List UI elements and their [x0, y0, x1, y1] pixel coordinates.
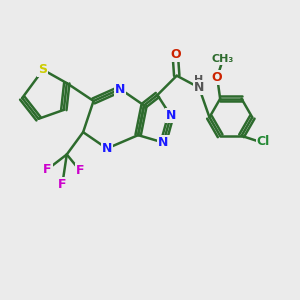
Text: F: F [43, 163, 52, 176]
Text: F: F [76, 164, 84, 177]
Text: F: F [58, 178, 67, 191]
Text: N: N [115, 82, 125, 96]
Text: N: N [102, 142, 112, 155]
Text: S: S [38, 63, 47, 76]
Text: N: N [166, 109, 176, 122]
Text: N: N [194, 81, 204, 94]
Text: N: N [158, 136, 169, 149]
Text: O: O [170, 48, 181, 62]
Text: H: H [194, 75, 204, 85]
Text: Cl: Cl [256, 135, 270, 148]
Text: O: O [212, 71, 223, 84]
Text: CH₃: CH₃ [212, 54, 234, 64]
